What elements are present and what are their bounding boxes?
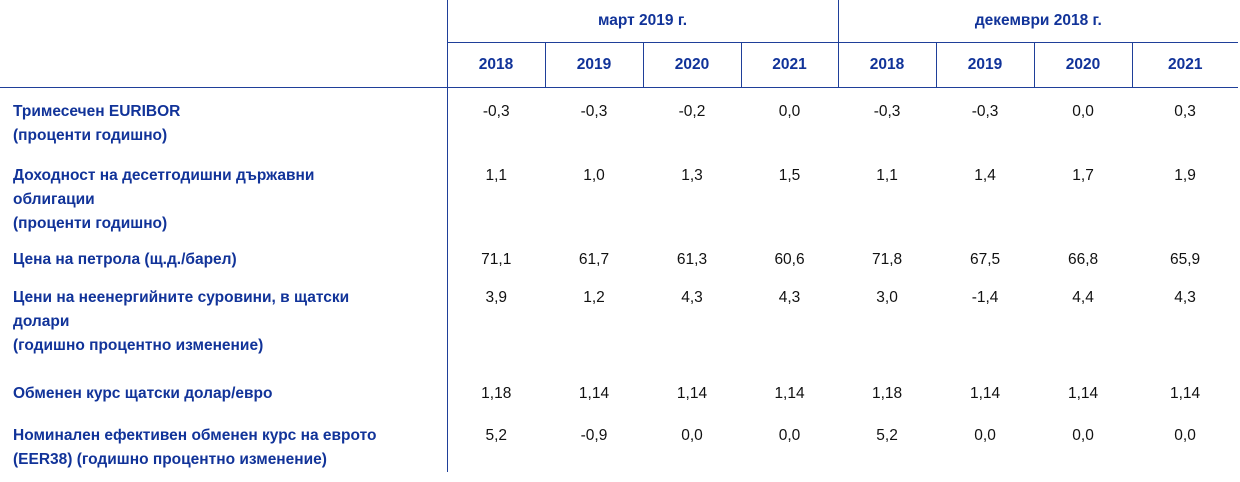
- value-cell: 5,2: [876, 426, 898, 444]
- value-cell: 1,7: [1072, 166, 1094, 184]
- value-cell: 67,5: [969, 250, 1001, 268]
- value-cell: 1,14: [676, 384, 708, 402]
- value-cell: 66,8: [1067, 250, 1099, 268]
- row-label-line: Тримесечен EURIBOR: [13, 103, 181, 120]
- row-label-line: Номинален ефективен обменен курс на евро…: [13, 426, 377, 444]
- table-row: Цена на петрола (щ.д./барел) 71,1 61,7 61,3…: [0, 235, 1238, 274]
- value-cell: -0,3: [580, 103, 608, 120]
- row-label: Цена на петрола (щ.д./барел): [0, 236, 447, 274]
- row-label-line: (годишно процентно изменение): [13, 336, 264, 354]
- value-cell: 0,0: [1174, 426, 1196, 444]
- value-cell: 0,0: [1072, 103, 1094, 120]
- value-cell: -0,3: [873, 103, 901, 120]
- header-group-row: март 2019 г. декември 2018 г.: [0, 0, 1239, 43]
- row-label: Номинален ефективен обменен курс на евро…: [0, 412, 447, 472]
- table-row: Цени на неенергийните суровини, в щатски…: [0, 273, 1238, 370]
- value-cell: 0,0: [778, 103, 801, 120]
- row-label: Цени на неенергийните суровини, в щатски…: [0, 274, 447, 370]
- value-cell: 0,3: [1174, 103, 1196, 120]
- value-cell: -0,3: [446, 87, 545, 152]
- value-cell: -0,2: [678, 103, 706, 120]
- row-label-line: (проценти годишно): [13, 127, 168, 144]
- header-empty-cell: [0, 0, 447, 43]
- row-label-line: долари: [13, 312, 70, 330]
- value-cell: 4,3: [681, 288, 703, 306]
- value-cell: 1,5: [778, 166, 801, 184]
- value-cell: 61,7: [578, 250, 610, 268]
- table-row: Тримесечен EURIBOR (проценти годишно) -0,3…: [0, 87, 1238, 152]
- group-header-march-2019: март 2019 г.: [446, 0, 839, 43]
- value-cell: 1,3: [681, 166, 703, 184]
- year-header: 2020: [1033, 42, 1133, 88]
- value-cell: 1,14: [578, 384, 610, 402]
- year-header: 2018: [446, 42, 545, 88]
- value-cell: 0,0: [681, 426, 703, 444]
- value-cell: 1,0: [583, 166, 605, 184]
- value-cell: 4,3: [778, 288, 801, 306]
- year-header: 2021: [1131, 42, 1239, 88]
- value-cell: 1,4: [974, 166, 996, 184]
- row-label-line: (EER38) (годишно процентно изменение): [13, 450, 327, 468]
- value-cell: 3,0: [876, 288, 898, 306]
- value-cell: 60,6: [774, 250, 805, 268]
- value-cell: 4,3: [1174, 288, 1196, 306]
- value-cell: 1,2: [583, 288, 605, 306]
- row-label-line: облигации: [13, 190, 95, 208]
- table-row: Обменен курс щатски долар/евро 1,18 1,14 1,…: [0, 369, 1238, 412]
- value-cell: -1,4: [971, 288, 999, 306]
- value-cell: 5,2: [446, 411, 545, 472]
- value-cell: -0,3: [971, 103, 999, 120]
- year-header: 2021: [740, 42, 839, 88]
- header-empty-cell: [0, 42, 447, 88]
- value-cell: -0,9: [580, 426, 608, 444]
- table-row: Доходност на десетгодишни държавни облига…: [0, 151, 1238, 236]
- value-cell: 1,9: [1174, 166, 1196, 184]
- row-label-line: Цена на петрола (щ.д./барел): [13, 250, 237, 268]
- table-body: Тримесечен EURIBOR (проценти годишно) -0,3…: [0, 87, 1238, 472]
- value-cell: 0,0: [778, 426, 801, 444]
- value-cell: 61,3: [676, 250, 708, 268]
- row-label-line: (проценти годишно): [13, 214, 168, 232]
- value-cell: 65,9: [1169, 250, 1201, 268]
- year-header: 2019: [544, 42, 643, 88]
- value-cell: 1,14: [1169, 384, 1201, 402]
- row-label-line: Цени на неенергийните суровини, в щатски: [13, 288, 350, 306]
- value-cell: 1,18: [446, 369, 545, 412]
- value-cell: 1,14: [774, 384, 805, 402]
- group-header-december-2018: декември 2018 г.: [837, 0, 1239, 43]
- row-label: Тримесечен EURIBOR (проценти годишно): [0, 88, 447, 152]
- value-cell: 4,4: [1072, 288, 1094, 306]
- value-cell: 71,1: [446, 235, 545, 274]
- value-cell: 71,8: [871, 250, 903, 268]
- row-label-line: Доходност на десетгодишни държавни: [13, 166, 315, 184]
- assumptions-table: март 2019 г. декември 2018 г. 2018 2019 …: [0, 0, 1239, 472]
- row-label: Доходност на десетгодишни държавни облига…: [0, 152, 447, 236]
- year-header: 2018: [837, 42, 937, 88]
- value-cell: 1,1: [876, 166, 898, 184]
- row-label: Обменен курс щатски долар/евро: [0, 370, 447, 412]
- value-cell: 1,14: [969, 384, 1001, 402]
- value-cell: 1,1: [446, 151, 545, 236]
- value-cell: 1,14: [1067, 384, 1099, 402]
- value-cell: 1,18: [871, 384, 903, 402]
- year-header: 2020: [642, 42, 741, 88]
- value-cell: 0,0: [1072, 426, 1094, 444]
- value-cell: 3,9: [446, 273, 545, 370]
- table-row: Номинален ефективен обменен курс на евро…: [0, 411, 1238, 472]
- row-label-line: Обменен курс щатски долар/евро: [13, 384, 273, 402]
- value-cell: 0,0: [974, 426, 996, 444]
- year-header: 2019: [935, 42, 1035, 88]
- header-years-row: 2018 2019 2020 2021 2018 2019 2020 2021: [0, 42, 1239, 88]
